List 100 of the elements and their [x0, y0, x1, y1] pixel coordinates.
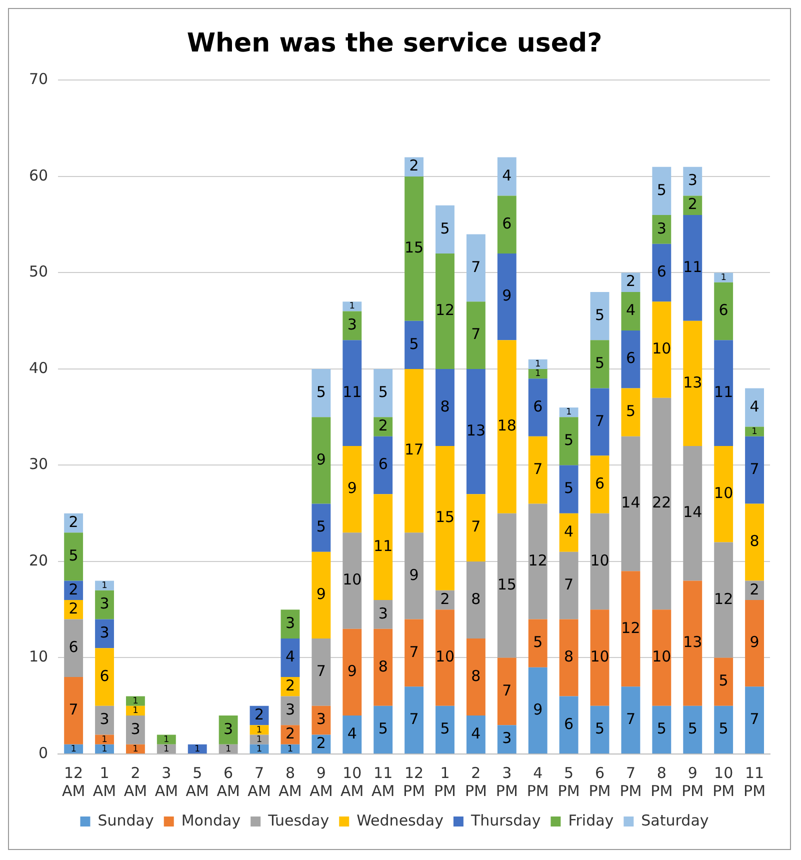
x-tick-label: 7 AM [248, 764, 271, 800]
data-label: 2 [68, 600, 78, 618]
bar [312, 368, 331, 418]
data-label: 3 [378, 604, 388, 622]
bar [590, 340, 610, 388]
data-label: 3 [316, 710, 326, 728]
x-tick-label: 2 PM [464, 764, 487, 800]
data-label: 5 [533, 633, 543, 652]
bar [250, 734, 269, 744]
data-label: 8 [440, 397, 450, 416]
bar [497, 725, 516, 754]
bar [621, 272, 640, 292]
bar [745, 388, 764, 427]
data-label: 7 [316, 662, 326, 680]
x-tick-label: 10 AM [340, 764, 364, 800]
bar [466, 302, 486, 369]
data-label: 13 [683, 373, 702, 392]
bar [745, 686, 764, 754]
data-label: 1 [102, 734, 108, 745]
data-label: 5 [564, 479, 574, 498]
bar [250, 744, 269, 754]
data-label: 10 [652, 340, 672, 358]
bar [714, 272, 734, 282]
data-label: 5 [594, 354, 605, 372]
bar [466, 234, 486, 302]
data-label: 18 [497, 416, 516, 435]
data-label: 10 [714, 484, 734, 502]
bar [374, 368, 393, 418]
bar [95, 619, 114, 648]
data-label: 5 [316, 518, 326, 536]
data-label: 6 [564, 714, 574, 733]
bar [342, 302, 362, 312]
data-label: 5 [440, 219, 450, 238]
bar [188, 744, 207, 754]
data-label: 5 [594, 306, 605, 324]
bar [528, 368, 548, 379]
data-label: 9 [750, 633, 760, 652]
bar [652, 302, 672, 398]
data-label: 4 [564, 522, 574, 540]
chart-title: When was the service used? [186, 28, 602, 58]
bar [590, 388, 610, 456]
data-label: 7 [533, 460, 543, 478]
data-label: 6 [656, 262, 666, 281]
data-label: 3 [656, 219, 666, 238]
bar [559, 407, 578, 418]
y-tick-label: 50 [28, 262, 48, 281]
data-label: 5 [316, 382, 326, 401]
bar [374, 436, 393, 494]
data-label: 11 [714, 382, 734, 401]
bar [590, 706, 610, 754]
bar [621, 388, 640, 436]
data-label: 6 [626, 349, 636, 368]
data-label: 7 [750, 460, 760, 478]
data-label: 1 [287, 744, 294, 754]
bar [250, 725, 269, 735]
data-label: 1 [164, 734, 170, 745]
data-label: 22 [652, 494, 672, 512]
bar [714, 282, 734, 340]
bar [95, 590, 114, 620]
data-label: 8 [471, 666, 481, 685]
data-label: 4 [750, 397, 760, 416]
x-tick-label: 9 PM [682, 764, 704, 800]
bar [528, 378, 548, 436]
data-label: 8 [564, 648, 574, 666]
bar [621, 330, 640, 388]
bar [64, 619, 84, 677]
data-label: 3 [347, 316, 357, 334]
bar [436, 446, 454, 590]
data-label: 4 [471, 724, 481, 742]
bar [559, 417, 578, 466]
data-label: 7 [68, 700, 78, 719]
data-label: 7 [471, 518, 481, 536]
x-tick-label: 3 AM [154, 764, 178, 800]
data-label: 4 [502, 166, 512, 184]
legend-label: Monday [181, 811, 241, 830]
data-label: 2 [688, 195, 698, 214]
bar [436, 205, 454, 254]
bar [404, 368, 424, 533]
x-tick-label: 12 AM [62, 764, 86, 800]
data-label: 8 [471, 590, 481, 608]
data-label: 1 [256, 734, 262, 745]
bar [126, 715, 145, 744]
data-label: 14 [683, 503, 702, 522]
bar [126, 706, 145, 716]
data-label: 15 [404, 238, 424, 257]
bar [621, 292, 640, 330]
data-label: 4 [347, 724, 357, 742]
data-label: 10 [342, 570, 362, 589]
x-tick-label: 4 PM [526, 764, 549, 800]
data-label: 7 [594, 412, 605, 430]
data-label: 5 [718, 720, 728, 738]
data-label: 1 [102, 744, 108, 754]
bar [312, 552, 331, 638]
bar [714, 706, 734, 754]
data-label: 9 [347, 479, 357, 498]
x-tick-label: 10 PM [712, 764, 735, 800]
data-label: 1 [566, 408, 572, 418]
bar [652, 706, 672, 754]
data-label: 5 [718, 672, 728, 690]
bar [714, 542, 734, 658]
